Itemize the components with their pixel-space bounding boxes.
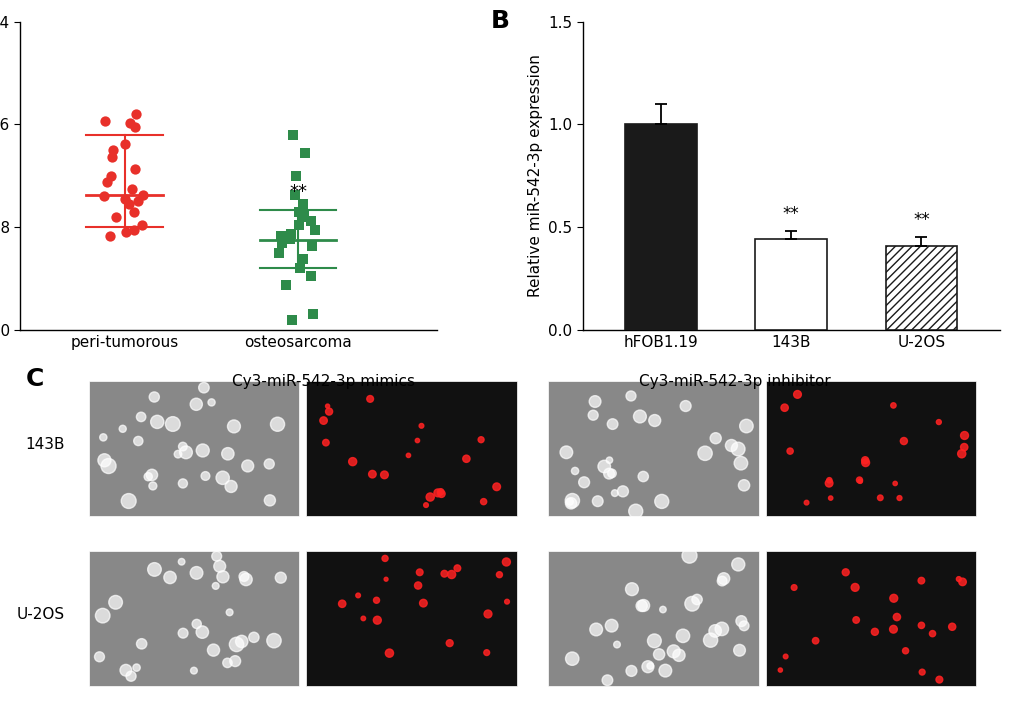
Point [96,191,112,202]
Point [121,198,138,210]
FancyBboxPatch shape [306,381,517,515]
FancyBboxPatch shape [547,381,758,515]
Point [282,228,299,239]
Point [281,233,298,244]
Y-axis label: Relative miR-542-3p expression: Relative miR-542-3p expression [527,54,542,297]
FancyBboxPatch shape [765,381,975,515]
Text: **: ** [289,183,307,202]
Point [136,189,152,201]
FancyBboxPatch shape [547,551,758,686]
Point [127,108,144,120]
FancyBboxPatch shape [89,551,300,686]
Point [294,254,311,265]
Point [307,224,323,236]
Point [118,226,135,238]
Point [293,211,310,223]
Point [122,117,139,129]
FancyBboxPatch shape [306,551,517,686]
FancyBboxPatch shape [765,551,975,686]
Point [294,198,311,210]
Point [102,231,118,242]
Point [127,164,144,175]
Point [291,262,308,274]
Point [274,236,290,248]
Point [129,196,146,207]
Point [126,121,143,133]
FancyBboxPatch shape [89,381,300,515]
Point [124,183,141,194]
Point [104,151,120,162]
Point [133,219,150,231]
Bar [625,125,696,330]
Text: C: C [25,367,44,391]
Point [103,170,119,181]
Point [287,170,304,181]
Point [97,115,113,126]
Text: Cy3-miR-542-3p inhibitor: Cy3-miR-542-3p inhibitor [639,374,830,389]
Text: **: ** [912,211,929,229]
Point [297,147,313,159]
Text: B: B [491,9,510,33]
Point [125,224,142,236]
Bar [884,246,957,330]
Point [99,176,115,188]
Point [116,138,132,149]
Text: **: ** [783,205,799,223]
Point [290,206,307,218]
Text: Cy3-miR-542-3p mimics: Cy3-miR-542-3p mimics [232,374,415,389]
Point [284,129,301,141]
Text: 143B: 143B [24,437,64,452]
Point [303,270,319,282]
Point [105,144,121,156]
Point [305,309,321,320]
Point [283,314,300,326]
Bar [755,239,826,330]
Point [277,279,293,291]
Point [271,247,287,259]
Point [125,206,142,218]
Point [304,241,320,252]
Point [290,219,307,231]
Point [273,231,289,242]
Point [108,211,124,223]
Point [303,215,319,226]
Point [296,209,312,220]
Point [287,189,304,201]
Point [117,193,133,204]
Text: U-2OS: U-2OS [16,608,64,622]
